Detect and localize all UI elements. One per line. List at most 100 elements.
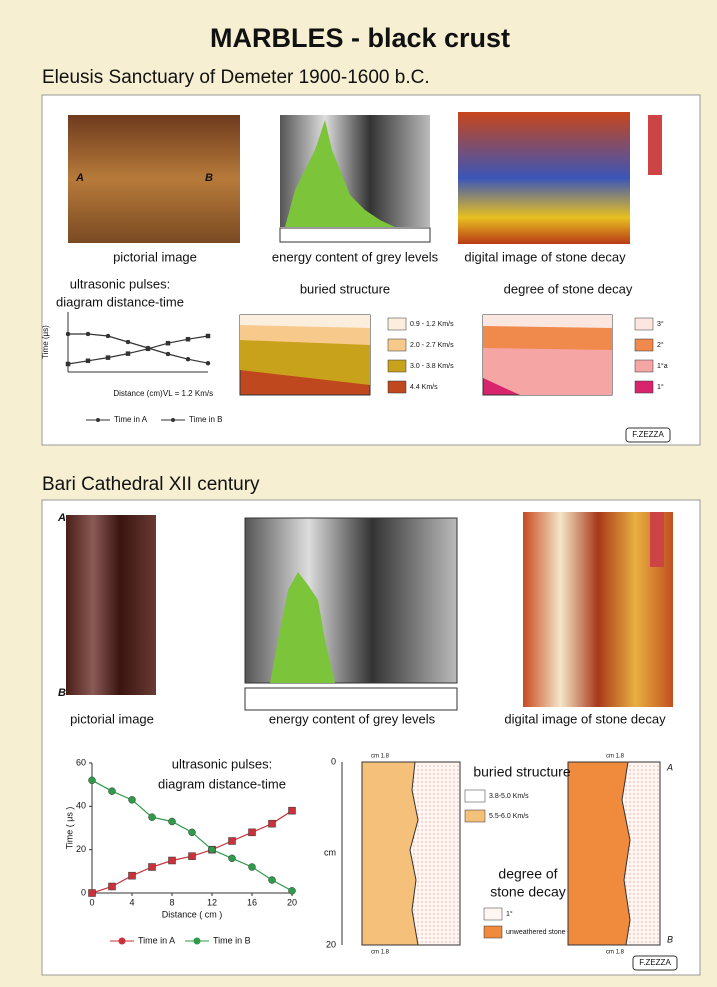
y-axis-label: Time (μs): [41, 325, 50, 359]
legend-label: Time in A: [138, 935, 175, 945]
image-label: A: [75, 172, 84, 184]
y-tick-label: 0: [81, 887, 86, 897]
point: [106, 334, 110, 338]
chart-title: ultrasonic pulses:: [70, 276, 170, 291]
image-label: B: [58, 687, 66, 699]
chart-title: diagram distance-time: [56, 294, 184, 309]
caption: energy content of grey levels: [269, 711, 436, 726]
point: [129, 872, 136, 879]
legend-label: 3.8-5.0 Km/s: [489, 793, 529, 800]
section-title: degree of: [498, 866, 557, 882]
legend-label: Time in A: [114, 415, 148, 424]
point: [109, 788, 116, 795]
point: [66, 332, 70, 336]
point: [209, 846, 216, 853]
point: [129, 796, 136, 803]
x-tick-label: 8: [169, 897, 174, 907]
layer: [362, 762, 418, 945]
legend-swatch: [465, 790, 485, 802]
point: [206, 334, 210, 338]
legend-label: 4.4 Km/s: [410, 384, 438, 391]
layer: [483, 315, 612, 328]
legend-label: 5.5-6.0 Km/s: [489, 813, 529, 820]
scale-label: cm 1.8: [606, 754, 625, 760]
legend-swatch: [388, 360, 406, 372]
section-title: stone decay: [490, 884, 566, 900]
section-heading: Eleusis Sanctuary of Demeter 1900-1600 b…: [42, 67, 430, 88]
legend-marker: [171, 418, 175, 422]
section-title: degree of stone decay: [504, 281, 633, 296]
section-title: buried structure: [473, 764, 570, 780]
section-heading: Bari Cathedral XII century: [42, 474, 260, 495]
layer: [568, 762, 630, 945]
axis-label: 20: [326, 939, 336, 949]
legend-swatch: [635, 381, 653, 393]
point: [169, 818, 176, 825]
point: [109, 883, 116, 890]
point: [229, 838, 236, 845]
x-tick-label: 20: [287, 897, 297, 907]
chart-title: ultrasonic pulses:: [172, 756, 272, 771]
point: [269, 820, 276, 827]
y-tick-label: 60: [76, 757, 86, 767]
point: [126, 340, 130, 344]
axis-label: cm: [324, 847, 336, 857]
legend-label: 3°: [657, 320, 664, 328]
grey-scale: [280, 228, 430, 242]
scale-label: cm 1.8: [606, 950, 625, 956]
x-tick-label: 4: [129, 897, 134, 907]
legend-label: 3.0 - 3.8 Km/s: [410, 363, 454, 370]
legend-swatch: [635, 360, 653, 372]
point: [189, 829, 196, 836]
caption: energy content of grey levels: [272, 249, 439, 264]
point: [106, 356, 110, 360]
legend-label: 1°a: [657, 362, 668, 370]
x-tick-label: 0: [89, 897, 94, 907]
x-tick-label: 12: [207, 897, 217, 907]
point: [186, 337, 190, 341]
point: [66, 362, 70, 366]
legend-label: 0.9 - 1.2 Km/s: [410, 321, 454, 328]
grey-scale: [245, 688, 457, 710]
legend-swatch: [635, 318, 653, 330]
point: [289, 887, 296, 894]
point: [249, 829, 256, 836]
title: MARBLES - black crust: [210, 23, 510, 53]
legend-swatch: [388, 318, 406, 330]
point: [149, 864, 156, 871]
decay-image: [458, 112, 630, 244]
credit: F.ZEZZA: [639, 958, 671, 967]
legend-marker: [119, 938, 126, 945]
point: [86, 332, 90, 336]
scale-label: cm 1.8: [371, 950, 390, 956]
legend-swatch: [465, 810, 485, 822]
point: [249, 864, 256, 871]
caption: pictorial image: [113, 249, 197, 264]
point: [186, 357, 190, 361]
point: [169, 857, 176, 864]
x-tick-label: 16: [247, 897, 257, 907]
y-tick-label: 20: [76, 844, 86, 854]
legend-marker: [194, 938, 201, 945]
legend-label: 2°: [657, 341, 664, 349]
legend-swatch: [484, 926, 502, 938]
x-axis-label: Distance ( cm ): [162, 909, 223, 919]
image-label: A: [666, 762, 673, 772]
y-tick-label: 40: [76, 801, 86, 811]
point: [89, 890, 96, 897]
legend-swatch: [635, 339, 653, 351]
legend-swatch: [484, 908, 502, 920]
caption: digital image of stone decay: [464, 249, 626, 264]
image-label: B: [205, 172, 213, 184]
note: VL = 1.2 Km/s: [163, 389, 213, 398]
legend-marker: [96, 418, 100, 422]
legend-swatch: [388, 381, 406, 393]
point: [206, 361, 210, 365]
photo: [68, 115, 240, 243]
color-key: [650, 512, 664, 567]
point: [269, 877, 276, 884]
caption: digital image of stone decay: [504, 711, 666, 726]
scale-label: cm 1.8: [371, 754, 390, 760]
point: [126, 352, 130, 356]
point: [146, 346, 150, 350]
